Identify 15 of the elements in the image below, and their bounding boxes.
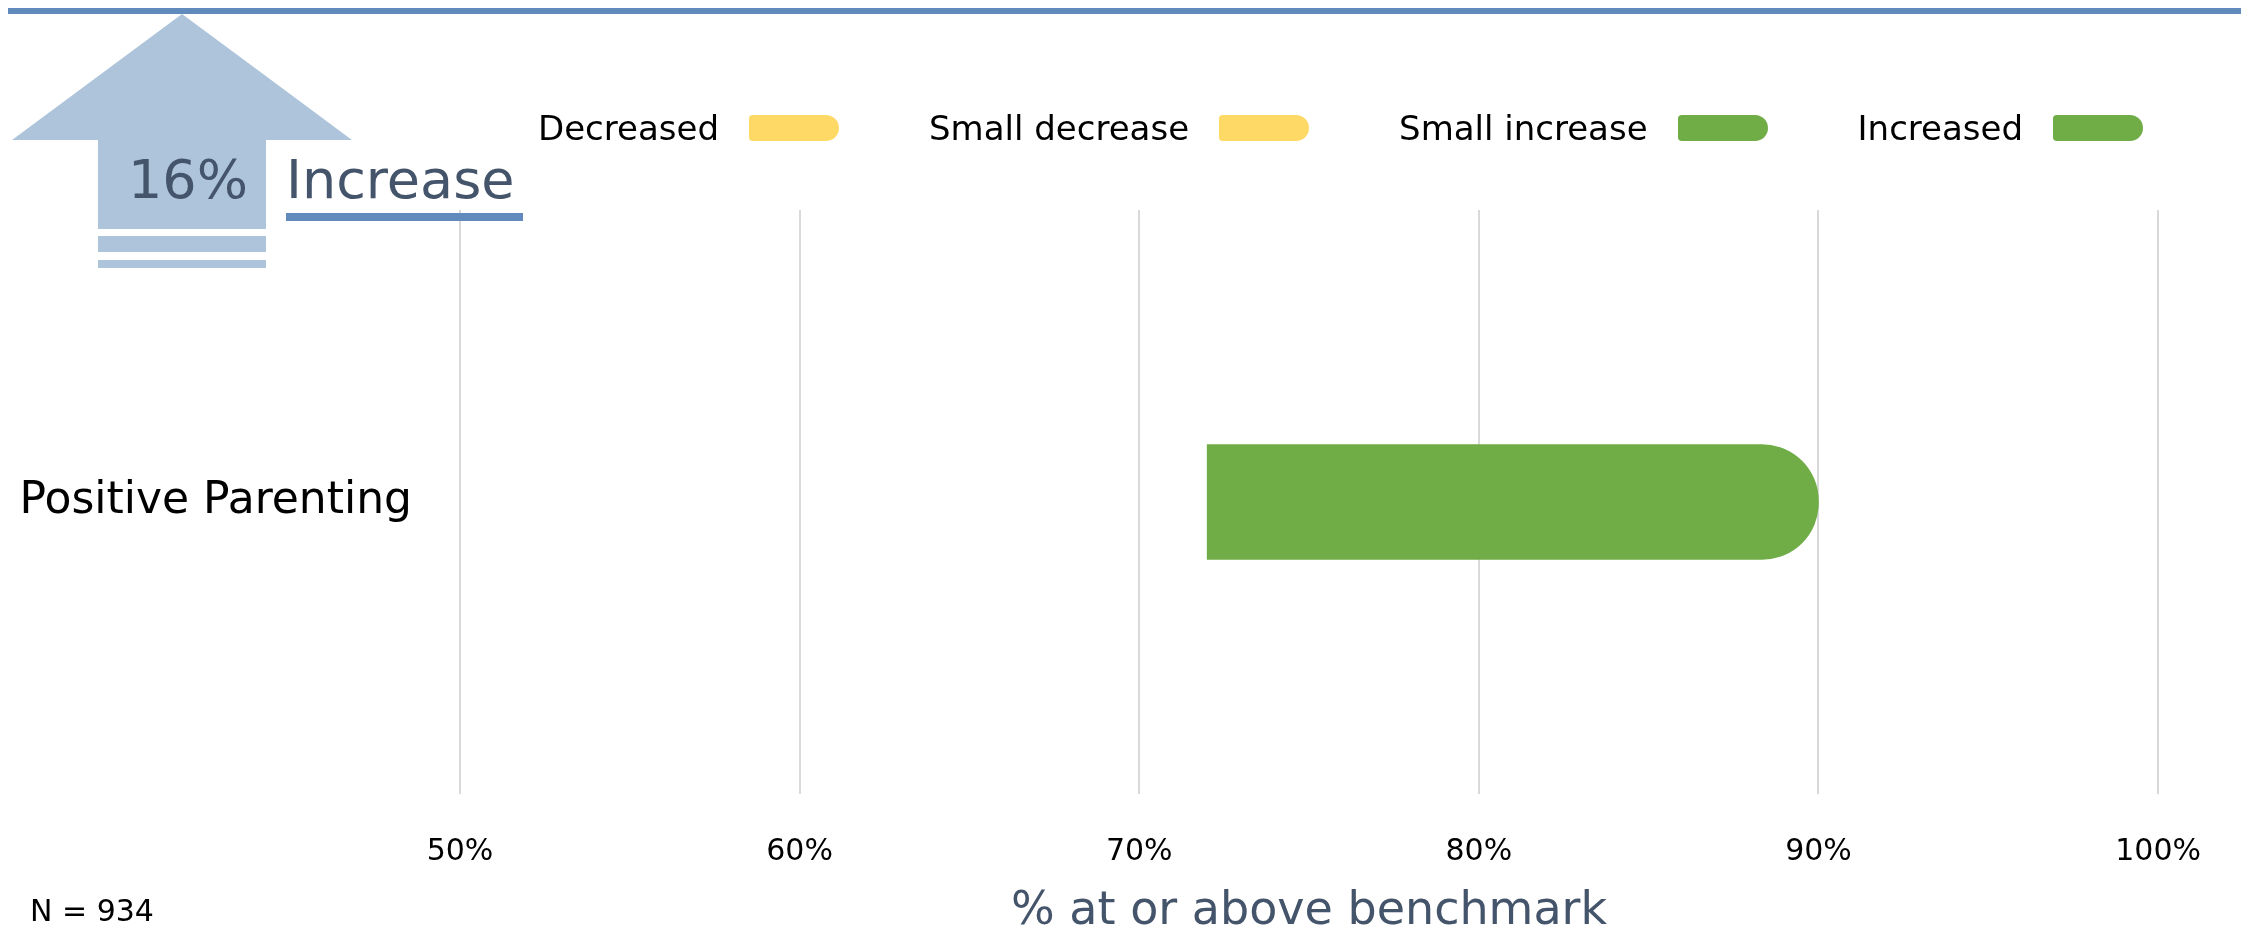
legend-label: Increased [1857,108,2024,148]
x-tick-label: 80% [1445,831,1513,867]
x-tick-label: 60% [766,831,833,867]
x-tick-label: 50% [426,831,494,867]
y-tick-label: Positive Parenting [19,472,412,524]
x-tick-label: 90% [1785,831,1852,867]
legend-label: Decreased [538,108,719,148]
text: N = 934 [30,893,154,928]
legend-label: Small increase [1399,108,1648,148]
x-tick-label: 100% [2115,831,2202,867]
x-tick-label: 70% [1105,831,1173,867]
x-axis-title: % at or above benchmark [1010,881,1608,936]
annotation: Increase [286,148,523,221]
text: 16% [128,148,249,211]
legend-label: Small decrease [929,108,1190,148]
